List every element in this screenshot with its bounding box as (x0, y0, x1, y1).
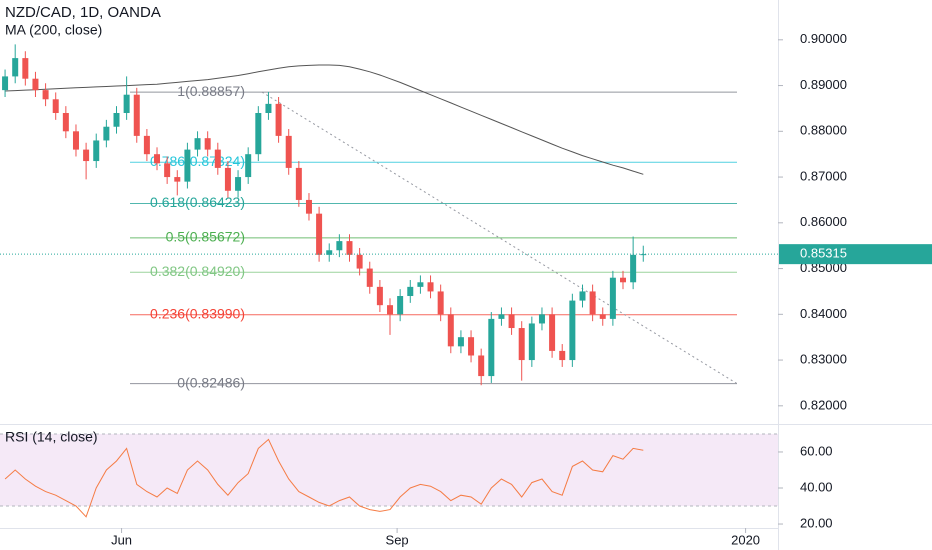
moving-average (5, 64, 644, 175)
x-tick-label: Jun (111, 532, 132, 547)
candle-body (265, 103, 272, 114)
candle-body (113, 113, 120, 127)
candle-body (22, 58, 29, 79)
chart-title: NZD/CAD, 1D, OANDA (5, 4, 161, 21)
candle-body (569, 300, 576, 361)
candle-body (437, 291, 444, 315)
candle-body (549, 314, 556, 351)
y-tick-label: 0.84000 (800, 306, 847, 321)
candle-body (32, 78, 39, 91)
candle-body (52, 99, 59, 114)
candle-body (123, 94, 130, 114)
candle-body (42, 90, 49, 100)
candle-body (630, 254, 637, 283)
y-tick-label: 0.83000 (800, 352, 847, 367)
candle-body (174, 177, 181, 182)
candle-body (468, 337, 475, 356)
candle-body (518, 328, 525, 361)
candle-body (72, 131, 79, 150)
candle-body (397, 296, 404, 315)
y-tick-label: 0.82000 (800, 397, 847, 412)
candle-body (326, 250, 333, 255)
candle-body (387, 305, 394, 315)
candle-body (366, 268, 373, 287)
y-tick-label: 60.00 (800, 443, 833, 458)
candle-body (447, 314, 454, 347)
candle-body (12, 58, 19, 77)
last-price-tag (779, 244, 932, 265)
candle-body (599, 314, 606, 319)
candle-body (559, 350, 566, 361)
candle-body (376, 286, 383, 306)
candle-body (275, 103, 282, 136)
candle-body (103, 126, 110, 141)
fib-label: 0.618(0.86423) (150, 194, 245, 210)
candle-body (235, 177, 242, 191)
candle-body (579, 291, 586, 301)
candle-body (204, 138, 211, 150)
x-tick-label: 2020 (731, 532, 760, 547)
candle-body (143, 135, 150, 155)
candle-body (164, 163, 171, 178)
candle-body (417, 282, 424, 287)
candle-body (427, 282, 434, 292)
fib-label: 0.382(0.84920) (150, 263, 245, 279)
y-tick-label: 40.00 (800, 479, 833, 494)
y-tick-label: 0.89000 (800, 77, 847, 92)
rsi-title: RSI (14, close) (5, 429, 98, 445)
candle-body (133, 94, 140, 136)
candle-body (609, 277, 616, 319)
fib-label: 0.5(0.85672) (166, 229, 245, 245)
candle-body (245, 154, 252, 178)
candle-body (640, 254, 647, 256)
ma-legend: MA (200, close) (5, 22, 102, 38)
candle-body (356, 254, 363, 269)
candle-body (305, 199, 312, 214)
candle-body (620, 277, 627, 283)
candle-body (407, 286, 414, 297)
candle-body (285, 135, 292, 168)
candle-body (184, 149, 191, 182)
rsi-line (4, 438, 644, 518)
candle-body (295, 167, 302, 200)
y-tick-label: 0.86000 (800, 214, 847, 229)
candle-body (154, 154, 161, 164)
candle-body (508, 314, 515, 329)
candle-body (316, 213, 323, 255)
candle-body (346, 241, 353, 255)
candle-body (528, 323, 535, 361)
candle-body (498, 314, 505, 319)
x-tick-label: Sep (386, 532, 409, 547)
fib-label: 0(0.82486) (177, 374, 245, 390)
y-tick-label: 20.00 (800, 515, 833, 530)
candle-body (2, 76, 9, 91)
candle-body (194, 138, 201, 150)
y-tick-label: 0.88000 (800, 123, 847, 138)
plot-layer: 1(0.88857) 0.786(0.87324) 0.618(0.86423) 0.… (0, 39, 783, 547)
candle-body (488, 318, 495, 377)
candle-body (255, 113, 262, 155)
candle-body (478, 355, 485, 377)
candle-body (214, 149, 221, 168)
fib-label: 0.786(0.87324) (150, 153, 245, 169)
candle-body (83, 149, 90, 162)
candle-body (62, 113, 69, 132)
fib-label: 0.236(0.83990) (150, 305, 245, 321)
fib-label: 1(0.88857) (177, 83, 245, 99)
candle-body (336, 241, 343, 251)
candle-body (538, 314, 545, 324)
y-tick-label: 0.87000 (800, 168, 847, 183)
candle-body (457, 337, 464, 347)
rsi-band (0, 433, 778, 507)
candle-body (224, 167, 231, 191)
y-tick-label: 0.90000 (800, 31, 847, 46)
candle-body (93, 140, 100, 162)
candle-body (589, 291, 596, 315)
last-price-label: 0.85315 (800, 246, 847, 261)
